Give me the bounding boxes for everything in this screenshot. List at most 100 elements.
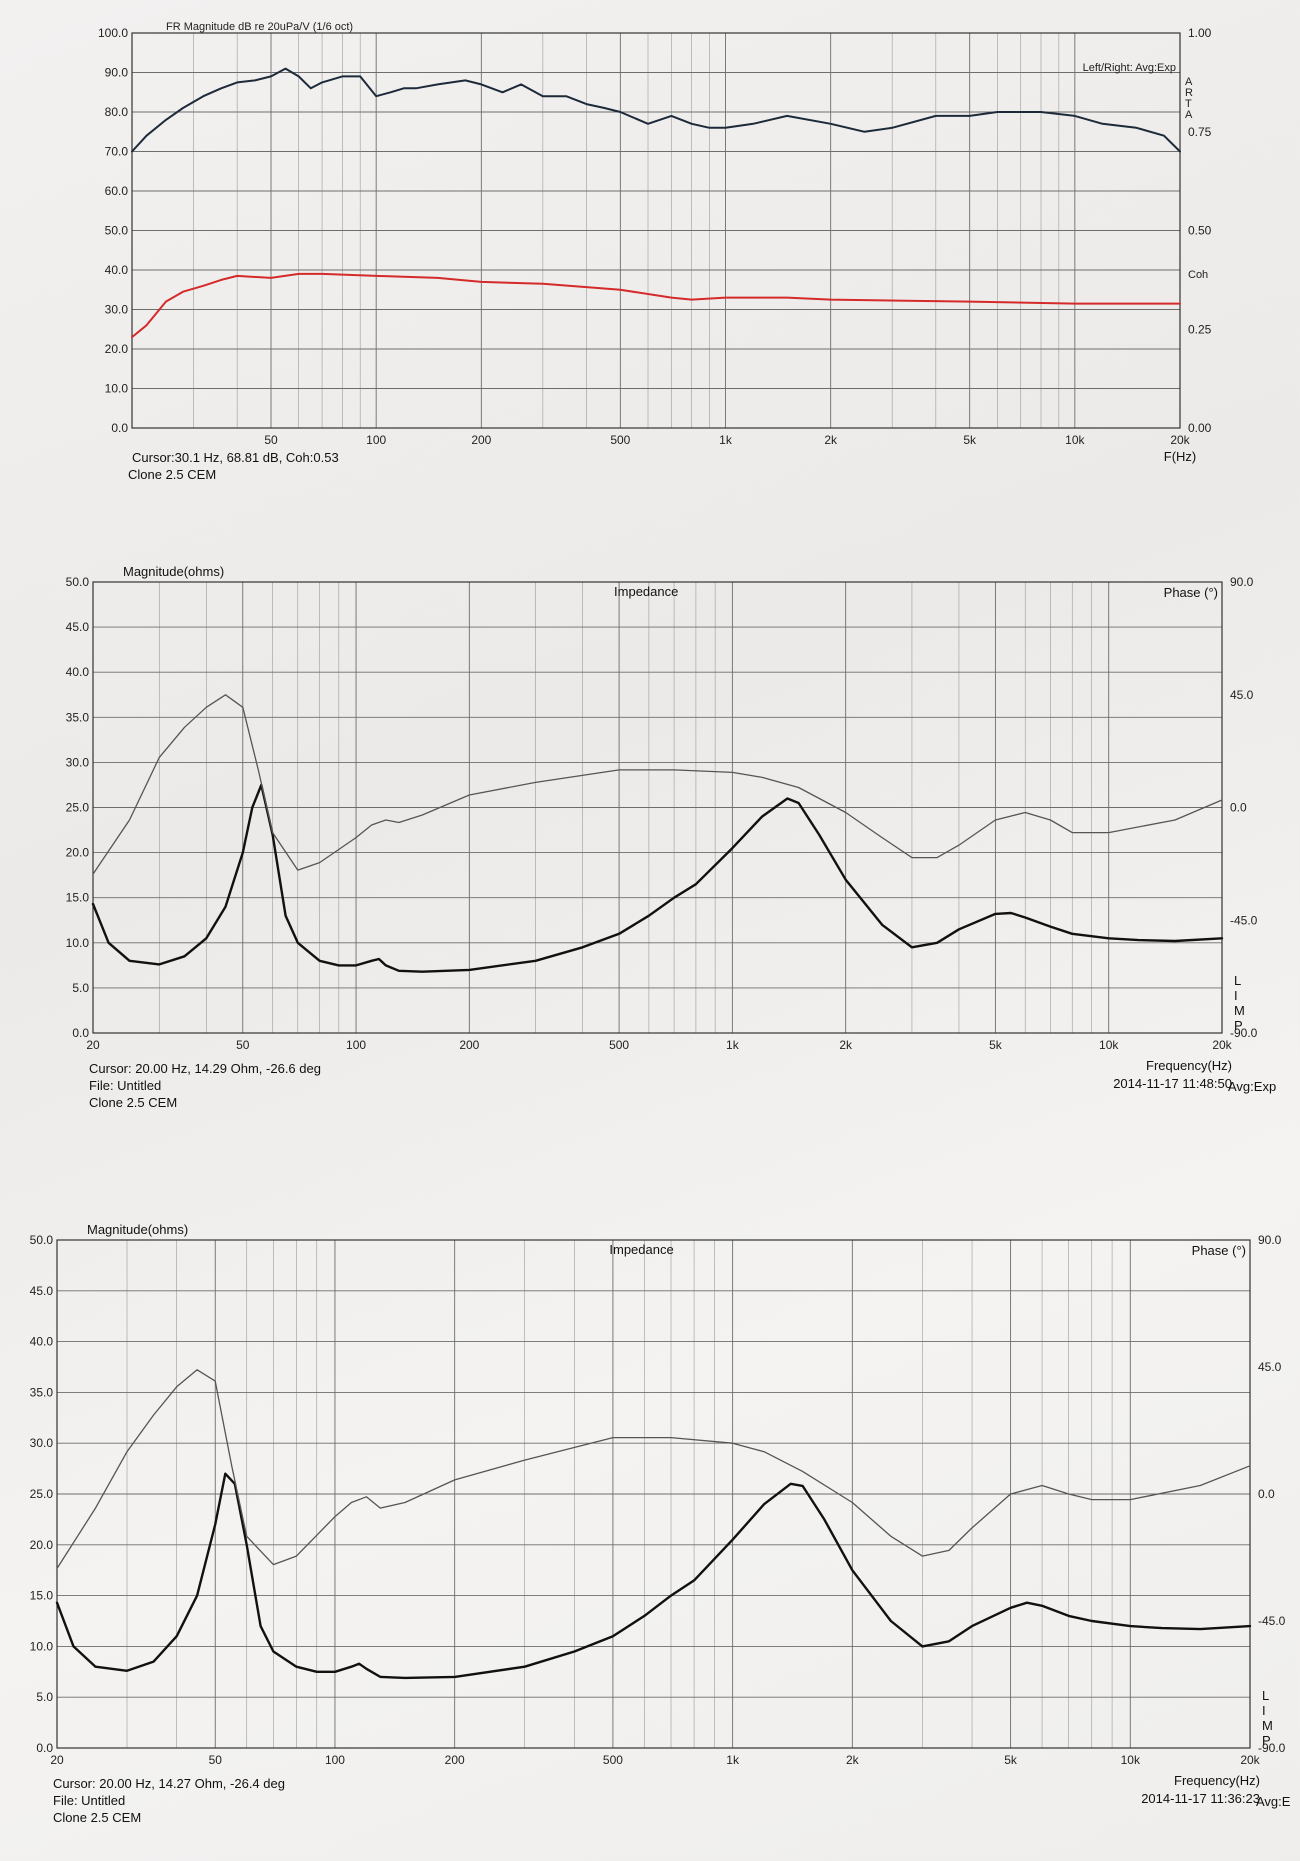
- y-tick-label: 15.0: [66, 891, 90, 905]
- y-tick-label: 40.0: [30, 1335, 54, 1349]
- x-tick-label: 10k: [1065, 433, 1085, 447]
- y-tick-label: 40.0: [105, 263, 129, 277]
- right-tick-label: -45.0: [1258, 1614, 1286, 1628]
- plot-frame: [131, 32, 1181, 429]
- right-tick-label: 1.00: [1188, 26, 1212, 40]
- file-label: File: Untitled: [89, 1078, 161, 1093]
- timestamp: 2014-11-17 11:48:50: [1113, 1076, 1232, 1091]
- right-tick-label: -90.0: [1230, 1026, 1258, 1040]
- side-label-letter: A: [1185, 109, 1193, 121]
- side-label-letter: T: [1185, 98, 1192, 110]
- file-label: File: Untitled: [53, 1793, 125, 1808]
- y-tick-label: 20.0: [30, 1538, 54, 1552]
- right-tick-label: 0.0: [1258, 1487, 1275, 1501]
- x-tick-label: 200: [445, 1753, 465, 1767]
- y-tick-label: 0.0: [36, 1741, 53, 1755]
- y-tick-label: 20.0: [105, 342, 129, 356]
- chart-title: Impedance: [609, 1242, 673, 1257]
- x-tick-label: 10k: [1121, 1753, 1141, 1767]
- device-label: Clone 2.5 CEM: [89, 1095, 177, 1110]
- chart-title: FR Magnitude dB re 20uPa/V (1/6 oct): [166, 21, 353, 33]
- y-tick-label: 5.0: [72, 981, 89, 995]
- right-axis-title: Phase (°): [1164, 585, 1218, 600]
- x-tick-label: 1k: [719, 433, 733, 447]
- right-tick-label: 90.0: [1230, 575, 1254, 589]
- x-tick-label: 20k: [1240, 1753, 1260, 1767]
- x-tick-label: 100: [346, 1038, 366, 1052]
- phase-series-line: [56, 1369, 1251, 1570]
- x-tick-label: 1k: [726, 1753, 740, 1767]
- right-tick-label: -45.0: [1230, 913, 1258, 927]
- phase-series-line: [92, 694, 1223, 875]
- x-tick-label: 50: [209, 1753, 223, 1767]
- plot-frame: [56, 1239, 1251, 1749]
- timestamp: 2014-11-17 11:36:23: [1141, 1791, 1260, 1806]
- y-tick-label: 30.0: [66, 755, 90, 769]
- x-tick-label: 5k: [989, 1038, 1003, 1052]
- x-tick-label: 100: [325, 1753, 345, 1767]
- x-tick-label: 1k: [726, 1038, 740, 1052]
- device-label: Clone 2.5 CEM: [53, 1810, 141, 1825]
- side-label-letter: I: [1234, 988, 1238, 1003]
- x-tick-label: 5k: [1004, 1753, 1018, 1767]
- chart-panel-2: 0.0 5.0 10.0 15.0 20.0 25.0 30.0 35.0 40.0 45.0 50…: [66, 564, 1277, 1110]
- magnitude-series-line: [131, 67, 1181, 153]
- legend-label: Avg:E: [1256, 1794, 1291, 1809]
- x-tick-label: 20: [50, 1753, 64, 1767]
- y-tick-label: 20.0: [66, 846, 90, 860]
- y-axis-label: Magnitude(ohms): [123, 564, 224, 579]
- y-tick-label: 25.0: [30, 1487, 54, 1501]
- chart-panel-3: 0.0 5.0 10.0 15.0 20.0 25.0 30.0 35.0 40.0 45.0 50…: [30, 1222, 1291, 1825]
- y-tick-label: 50.0: [30, 1233, 54, 1247]
- x-tick-label: 20k: [1212, 1038, 1232, 1052]
- magnitude-series-line: [55, 1472, 1252, 1680]
- coherence-series-line: [131, 272, 1181, 339]
- y-tick-label: 35.0: [66, 710, 90, 724]
- y-tick-label: 50.0: [66, 575, 90, 589]
- plot-frame: [92, 581, 1223, 1034]
- right-tick-label: 45.0: [1230, 688, 1254, 702]
- x-tick-label: 50: [236, 1038, 250, 1052]
- x-tick-label: 20k: [1170, 433, 1190, 447]
- side-label-letter: M: [1234, 1003, 1245, 1018]
- y-tick-label: 50.0: [105, 224, 129, 238]
- x-tick-label: 100: [366, 433, 386, 447]
- side-label-letter: R: [1185, 87, 1193, 99]
- x-tick-label: 5k: [963, 433, 977, 447]
- right-tick-label: 0.0: [1230, 801, 1247, 815]
- right-tick-label: 0.75: [1188, 125, 1212, 139]
- right-tick-label: 0.25: [1188, 322, 1212, 336]
- y-tick-label: 100.0: [98, 26, 128, 40]
- side-label-letter: M: [1262, 1718, 1273, 1733]
- cursor-readout: Cursor:30.1 Hz, 68.81 dB, Coh:0.53: [132, 450, 339, 465]
- x-tick-label: 2k: [846, 1753, 860, 1767]
- y-tick-label: 0.0: [72, 1026, 89, 1040]
- y-tick-label: 25.0: [66, 801, 90, 815]
- y-tick-label: 70.0: [105, 145, 129, 159]
- magnitude-series-line: [91, 783, 1224, 973]
- side-label-letter: I: [1262, 1703, 1266, 1718]
- right-tick-label: 45.0: [1258, 1360, 1282, 1374]
- right-tick-label: 0.00: [1188, 421, 1212, 435]
- x-tick-label: 50: [264, 433, 278, 447]
- right-tick-label: 0.50: [1188, 224, 1212, 238]
- side-label-letter: P: [1262, 1733, 1271, 1748]
- y-tick-label: 60.0: [105, 184, 129, 198]
- x-tick-label: 10k: [1099, 1038, 1119, 1052]
- x-axis-label: Frequency(Hz): [1146, 1058, 1232, 1073]
- legend-label: Avg:Exp: [1228, 1079, 1276, 1094]
- side-label-letter: P: [1234, 1018, 1243, 1033]
- right-tick-label: 90.0: [1258, 1233, 1282, 1247]
- right-axis-title: Phase (°): [1192, 1243, 1246, 1258]
- cursor-readout: Cursor: 20.00 Hz, 14.27 Ohm, -26.4 deg: [53, 1776, 285, 1791]
- x-tick-label: 500: [610, 433, 630, 447]
- side-label-letter: L: [1234, 973, 1241, 988]
- side-label-letter: L: [1262, 1688, 1269, 1703]
- device-label: Clone 2.5 CEM: [128, 467, 216, 482]
- y-tick-label: 35.0: [30, 1385, 54, 1399]
- right-tick-label: -90.0: [1258, 1741, 1286, 1755]
- chart-panel-1: 0.0 10.0 20.0 30.0 40.0 50.0 60.0 70.0 80.0 90.0 1…: [98, 21, 1212, 482]
- right-axis-title: Coh: [1188, 269, 1208, 281]
